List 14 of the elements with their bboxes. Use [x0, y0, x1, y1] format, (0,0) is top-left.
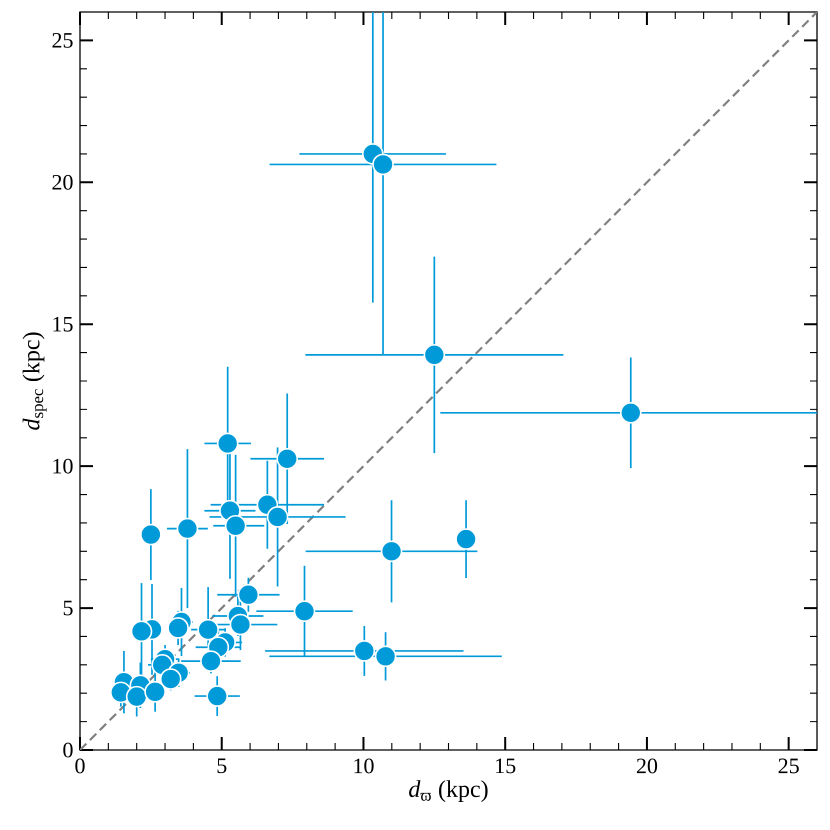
y-axis-title: d$_{spec}$ (kpc): [22, 332, 47, 430]
x-tick-label: 5: [218, 758, 226, 774]
x-tick-label: 15: [496, 758, 516, 774]
y-tick-label: 5: [64, 600, 73, 616]
y-tick-label: 20: [52, 174, 73, 190]
x-tick-label: 25: [778, 758, 799, 774]
x-tick-label: 10: [354, 758, 374, 774]
y-tick-label: 0: [63, 742, 73, 758]
y-tick-label: 25: [52, 32, 73, 48]
y-tick-label: 15: [53, 316, 73, 332]
y-tick-label: 10: [53, 458, 73, 474]
x-tick-label: 0: [75, 758, 85, 774]
x-axis-title: d$_{ϖ}$ (kpc): [409, 780, 488, 802]
x-tick-label: 20: [636, 758, 658, 774]
